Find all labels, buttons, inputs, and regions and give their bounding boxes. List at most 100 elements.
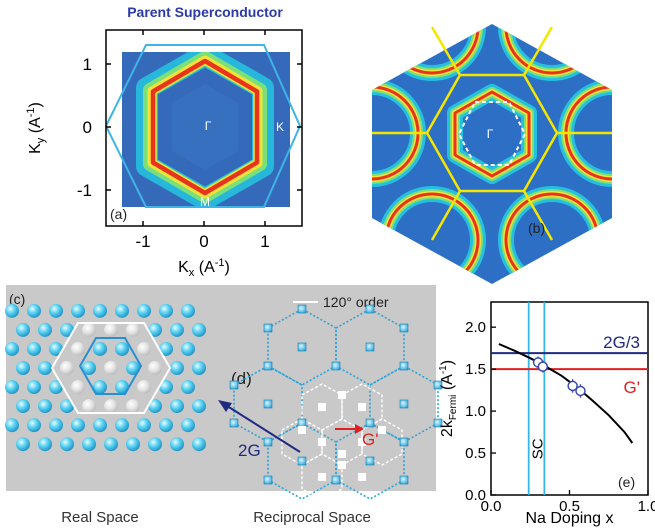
reciprocal-point	[229, 418, 239, 428]
reciprocal-point	[263, 399, 273, 409]
lattice-atom	[93, 303, 107, 318]
lattice-atom	[148, 437, 162, 452]
arpes-map	[122, 52, 290, 207]
data-point	[567, 380, 578, 392]
lattice-atom	[192, 437, 206, 452]
panel-b-gamma: Γ	[487, 127, 494, 141]
reciprocal-point-white	[338, 391, 346, 399]
lattice-atom	[27, 341, 41, 356]
lattice-atom	[181, 341, 195, 356]
lattice-atom	[159, 380, 173, 395]
panel-b-hexagon	[372, 24, 612, 284]
reciprocal-point	[399, 475, 409, 485]
reciprocal-point	[433, 418, 443, 428]
x-tick-label: 0.0	[481, 498, 502, 515]
reciprocal-point	[433, 380, 443, 390]
reciprocal-point-white	[358, 403, 366, 411]
lattice-atom	[170, 437, 184, 452]
lattice-atom	[170, 361, 184, 375]
lattice-atom	[126, 322, 140, 337]
lattice-atom	[38, 361, 52, 375]
lattice-atom	[5, 418, 19, 433]
lattice-atom	[126, 399, 140, 414]
lattice-atom	[49, 303, 63, 318]
vector-2g-arrow	[223, 403, 301, 453]
panel-c: (c) Real Space	[5, 291, 206, 526]
lattice-atom	[16, 399, 30, 414]
lattice-atom	[159, 341, 173, 356]
lattice-atom	[115, 341, 129, 356]
y-tick-minus1: -1	[77, 181, 92, 200]
lattice-atom	[148, 361, 162, 375]
reciprocal-point-white	[338, 450, 346, 458]
lattice-atom	[137, 380, 151, 395]
reciprocal-point	[399, 437, 409, 447]
lattice-atom	[181, 380, 195, 395]
lattice-atom	[126, 437, 140, 452]
x-tick-label: 0.5	[559, 498, 580, 515]
reciprocal-point	[365, 456, 375, 466]
y-tick-label: 0.5	[465, 445, 486, 462]
lattice-atom	[93, 418, 107, 433]
lattice-atom	[38, 437, 52, 452]
reciprocal-point-white	[298, 426, 306, 434]
panel-a-y-ticks	[106, 30, 302, 226]
sc-label: SC	[530, 438, 547, 459]
lattice-atom	[104, 361, 118, 375]
x-axis-label: Na Doping x	[525, 510, 613, 527]
y-tick-label: 1.5	[465, 361, 486, 378]
panel-a-y-axis-label: Ky (A-1)	[25, 102, 47, 154]
reciprocal-point-white	[378, 426, 386, 434]
lattice-atom	[137, 341, 151, 356]
lattice-atom	[115, 380, 129, 395]
reciprocal-point-white	[318, 473, 326, 481]
lattice-atom	[71, 380, 85, 395]
legend-120-order: 120° order	[323, 294, 389, 310]
lattice-atom	[159, 418, 173, 433]
lattice-atom	[181, 303, 195, 318]
y-tick-0: 0	[83, 118, 92, 137]
reciprocal-point-white	[318, 438, 326, 446]
lattice-atom	[27, 303, 41, 318]
reciprocal-point	[229, 380, 239, 390]
fermi-curve	[498, 343, 634, 444]
lattice-atom	[27, 380, 41, 395]
vector-2g-arrowhead	[218, 400, 232, 412]
label-2g-over-3: 2G/3	[603, 333, 640, 352]
lattice-atom	[192, 361, 206, 375]
panel-d: 120° order (d) 2G G' Reciprocal Space	[218, 294, 443, 526]
k-point-label: K	[276, 120, 284, 134]
reciprocal-point	[263, 361, 273, 371]
panel-e-label: (e)	[618, 474, 635, 490]
lattice-atom	[126, 361, 140, 375]
lattice-atom	[49, 418, 63, 433]
lattice-atom	[104, 437, 118, 452]
lattice-atom	[16, 437, 30, 452]
y-tick-label: 0.0	[465, 487, 486, 504]
lattice-atom	[170, 399, 184, 414]
lattice-atom	[137, 303, 151, 318]
x-tick-label: 1.0	[638, 498, 655, 515]
m-point-label: M	[200, 195, 210, 209]
reciprocal-point	[263, 437, 273, 447]
reciprocal-point	[297, 456, 307, 466]
panel-b: Γ (b)	[372, 24, 612, 284]
lattice-atom	[38, 399, 52, 414]
chart-frame	[490, 301, 649, 496]
vector-g-prime-label: G'	[362, 430, 378, 449]
reciprocal-point-white	[358, 438, 366, 446]
y-tick-label: 2.0	[465, 319, 486, 336]
lattice-atom	[16, 322, 30, 337]
vector-2g-label: 2G	[238, 441, 261, 460]
reciprocal-point	[297, 304, 307, 314]
lattice-atom	[159, 303, 173, 318]
lattice-atom	[104, 322, 118, 337]
label-g-prime: G'	[624, 378, 640, 397]
lattice-atom	[93, 380, 107, 395]
lattice-atom	[60, 361, 74, 375]
lattice-atom	[71, 303, 85, 318]
lattice-atom	[93, 341, 107, 356]
reciprocal-point-white	[358, 473, 366, 481]
lattice-atom	[181, 418, 195, 433]
